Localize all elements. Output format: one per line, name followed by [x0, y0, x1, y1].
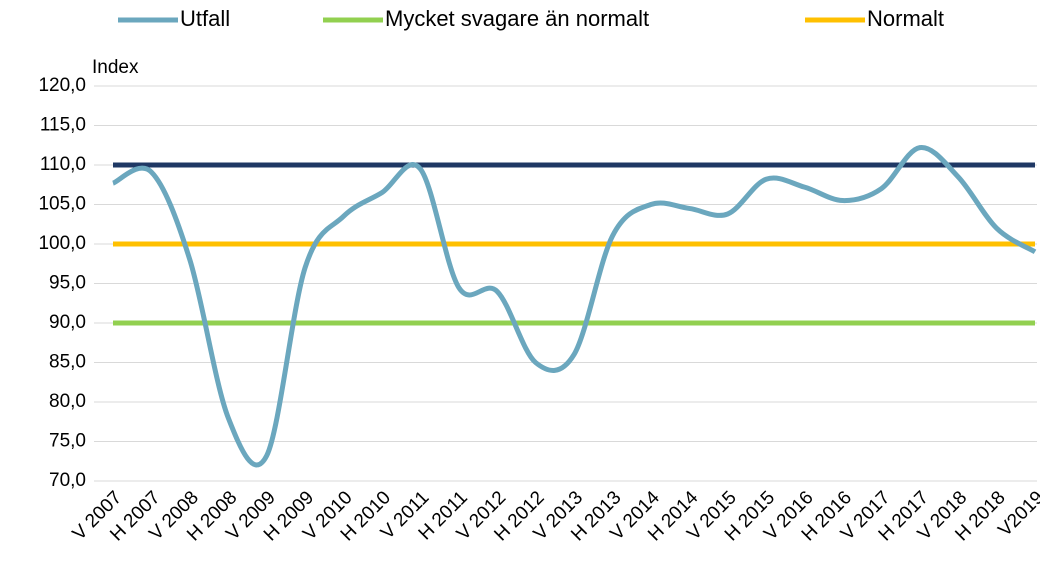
y-tick-label: 85,0	[49, 352, 86, 373]
y-tick-label: 95,0	[49, 273, 86, 294]
y-axis-label: Index	[92, 57, 139, 78]
y-tick-label: 115,0	[40, 115, 86, 136]
y-tick-label: 110,0	[40, 154, 86, 175]
y-tick-label: 105,0	[38, 194, 86, 215]
y-tick-label: 75,0	[49, 431, 86, 452]
y-tick-label: 100,0	[38, 233, 86, 254]
legend-label: Normalt	[867, 6, 944, 31]
y-tick-label: 120,0	[38, 75, 86, 96]
series-line	[111, 145, 1037, 468]
y-tick-label: 90,0	[49, 312, 86, 333]
legend-label: Mycket svagare än normalt	[385, 6, 649, 31]
y-tick-label: 80,0	[49, 391, 86, 412]
legend-label: Utfall	[180, 6, 230, 31]
y-tick-label: 70,0	[49, 470, 86, 491]
